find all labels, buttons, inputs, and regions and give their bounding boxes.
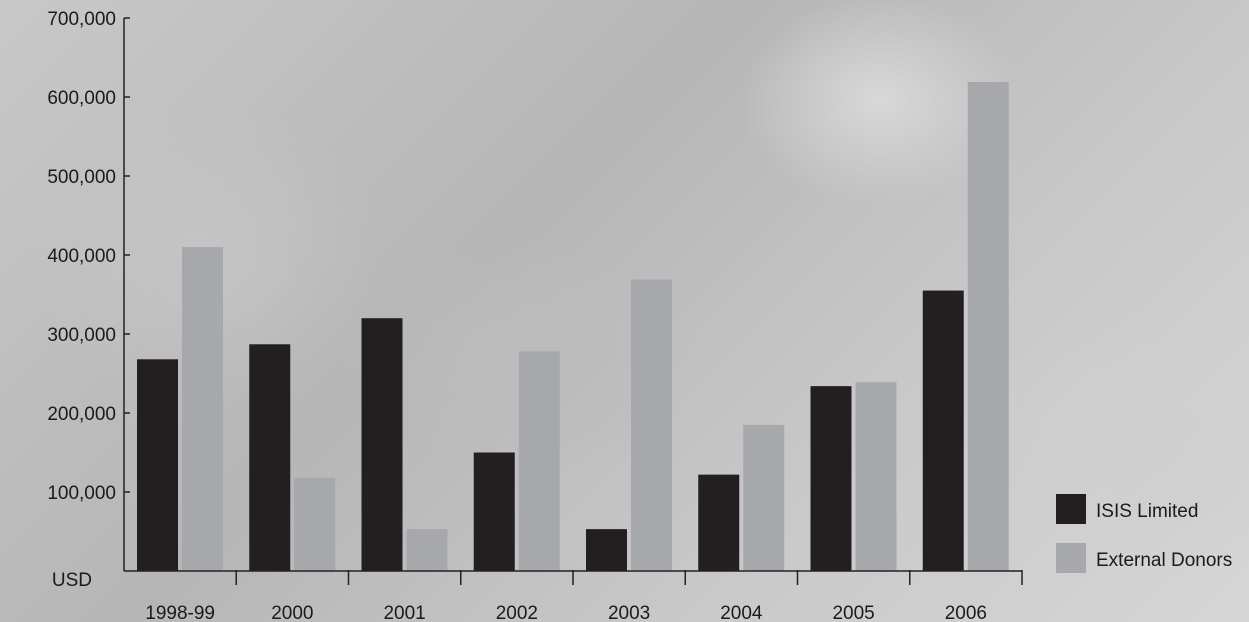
bar-isis-limited [137, 359, 178, 571]
bar-isis-limited [810, 386, 852, 571]
y-ticks-group: 100,000 200,000 300,000 400,000 500,000 600,0… [47, 9, 130, 504]
legend-swatch-isis-limited [1056, 494, 1086, 524]
bar-isis-limited [361, 318, 403, 571]
x-tick-label: 2006 [945, 603, 987, 622]
x-tick-label: 2002 [496, 603, 538, 622]
x-ticks-group: 1998-99 2000 2001 2002 2003 2004 2005 2006 [145, 570, 1023, 622]
legend-label-external-donors: External Donors [1096, 550, 1232, 571]
y-tick-label: 100,000 [47, 483, 116, 504]
bar-isis-limited [586, 529, 627, 571]
bar-external-donors [631, 279, 672, 571]
x-tick-label: 2005 [832, 603, 874, 622]
bar-external-donors [406, 529, 448, 571]
y-tick-label: 600,000 [47, 88, 116, 109]
x-tick-label: 2003 [608, 603, 650, 622]
y-tick-label: 700,000 [47, 9, 116, 30]
x-tick-label: 2000 [271, 603, 313, 622]
bar-isis-limited [698, 474, 740, 571]
legend: ISIS Limited External Donors [1056, 494, 1232, 573]
y-tick-label: 300,000 [47, 325, 116, 346]
bar-external-donors [967, 81, 1009, 572]
bar-isis-limited [473, 452, 515, 571]
bar-isis-limited [249, 344, 291, 571]
x-tick-label: 2004 [720, 603, 763, 622]
y-tick-label: 400,000 [47, 246, 116, 267]
bar-external-donors [294, 477, 336, 571]
bar-external-donors [855, 382, 897, 571]
y-axis-label: USD [52, 570, 92, 591]
legend-label-isis-limited: ISIS Limited [1096, 501, 1198, 522]
bar-external-donors [743, 424, 785, 571]
bar-isis-limited [922, 290, 964, 571]
y-tick-label: 200,000 [47, 404, 116, 425]
bars-group [137, 81, 1009, 572]
x-tick-label: 2001 [383, 603, 425, 622]
legend-swatch-external-donors [1056, 543, 1086, 573]
y-tick-label: 500,000 [47, 167, 116, 188]
bar-external-donors [518, 351, 560, 571]
x-tick-label: 1998-99 [145, 603, 215, 622]
bar-external-donors [182, 247, 223, 571]
